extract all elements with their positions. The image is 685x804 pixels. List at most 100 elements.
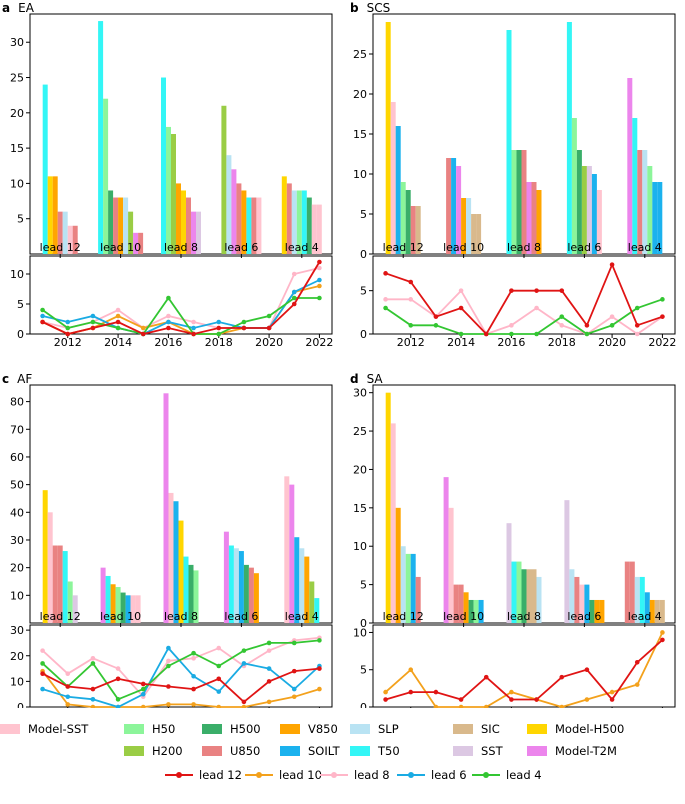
legend-item-model-sst: Model-SST [0, 722, 88, 736]
series-point [115, 676, 121, 682]
series-point [433, 314, 439, 319]
x-tick-label: 2016 [497, 336, 525, 349]
bar [526, 182, 532, 254]
series-point [40, 319, 45, 325]
legend-swatch [527, 724, 547, 734]
bar [125, 595, 131, 623]
category-label: lead 12 [383, 610, 424, 623]
series-line [42, 646, 321, 708]
legend-item-lead-8: lead 8 [320, 768, 390, 782]
series-line [385, 639, 663, 701]
y-tick-label: 10 [10, 589, 24, 602]
legend-label: Model-SST [28, 722, 89, 736]
series-point [408, 279, 414, 285]
series-line [385, 632, 664, 708]
x-tick-label: 2020 [598, 336, 626, 349]
y-tick-label: 5 [360, 579, 367, 592]
category-label: lead 4 [628, 241, 662, 254]
bar [629, 561, 635, 623]
bar [654, 599, 660, 623]
series-point [266, 325, 272, 331]
bar [395, 126, 401, 254]
legend-swatch [350, 724, 370, 734]
y-tick-label: 30 [10, 534, 24, 547]
legend: H50 H200 H500 U850 V850 SOILT SLP T50 SIC SST Mode… [0, 708, 685, 804]
bar [120, 592, 126, 623]
series-point [191, 686, 196, 692]
legend-item-lead-10: lead 10 [245, 768, 322, 782]
bar [471, 214, 477, 254]
y-tick-label: 10 [353, 540, 367, 553]
panel-c: c AF 10 20 30 40 50 60 70 80 lead 12 lead 10 lead 8 l… [2, 372, 333, 708]
bar [47, 512, 53, 623]
bar [385, 22, 391, 254]
bar [166, 126, 171, 254]
bar [649, 599, 655, 623]
bar [468, 599, 474, 623]
bar [521, 150, 527, 254]
legend-item-h50: H50 [124, 722, 175, 736]
bar [526, 569, 532, 623]
series-point [483, 331, 489, 337]
y-tick-label: 5 [17, 213, 24, 226]
y-tick-label: 20 [353, 463, 367, 476]
bar [410, 206, 416, 254]
bar [642, 150, 648, 254]
y-tick-label: 70 [10, 423, 24, 436]
series-point [559, 288, 565, 293]
y-tick-label: 5 [360, 285, 367, 298]
bar [461, 198, 467, 254]
category-label: lead 4 [285, 241, 319, 254]
series-point [584, 323, 590, 328]
series-point [266, 699, 272, 705]
bar [108, 190, 114, 254]
y-tick-label: 25 [353, 48, 367, 61]
bar [589, 599, 595, 623]
series-point [140, 681, 146, 687]
x-tick-label: 2014 [447, 336, 475, 349]
series-point [291, 271, 297, 277]
series-point [609, 689, 615, 695]
series-point [509, 697, 514, 702]
series-point [584, 331, 590, 337]
series-point [317, 259, 322, 265]
y-tick-label: 30 [10, 624, 24, 637]
series-point [90, 686, 96, 692]
legend-label: SLP [378, 722, 399, 736]
legend-item-v850: V850 [280, 722, 338, 736]
series-point [241, 325, 247, 331]
bar [110, 584, 116, 623]
y-tick-label: 0 [17, 701, 24, 708]
y-tick-label: 10 [10, 675, 24, 688]
series-point [458, 331, 464, 337]
y-tick-label: 5 [360, 208, 367, 221]
series-line [41, 670, 320, 708]
series-point [660, 297, 665, 302]
bar [256, 197, 262, 254]
bar [188, 564, 194, 623]
legend-label: SIC [481, 722, 500, 736]
series-point [458, 288, 464, 293]
series-point [140, 691, 146, 697]
series-point [383, 697, 388, 702]
series-point [166, 319, 171, 325]
series-point [140, 686, 146, 692]
legend-swatch [280, 746, 300, 756]
bar [395, 507, 401, 623]
legend-line-swatch [245, 769, 273, 781]
bar [98, 21, 104, 254]
category-label: lead 12 [40, 610, 81, 623]
series-point [433, 689, 439, 695]
bar [176, 183, 181, 254]
series-point [191, 650, 196, 656]
y-tick-label: 25 [10, 72, 24, 85]
bar [186, 197, 191, 254]
bar [103, 98, 109, 255]
legend-item-model-t2m: Model-T2M [527, 744, 617, 758]
category-label: lead 8 [507, 241, 541, 254]
series-point [40, 307, 45, 313]
series-point [291, 301, 297, 307]
series-line [385, 262, 663, 336]
series-point [241, 661, 247, 666]
figure: a EA 5 10 15 20 25 30 lead 12 lead 10 lead 8 lead 6… [2, 1, 676, 708]
